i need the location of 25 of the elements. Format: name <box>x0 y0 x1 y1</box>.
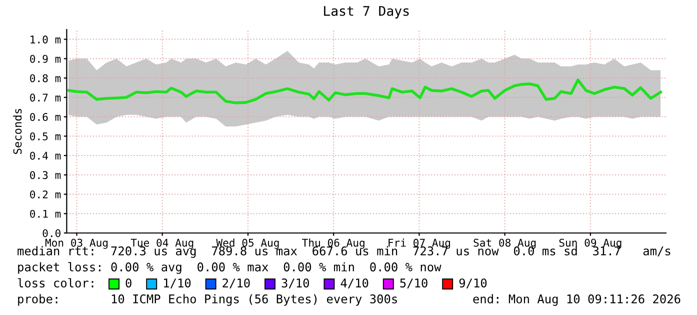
text: 4/10 <box>340 278 368 288</box>
chart-title: Last 7 Days <box>324 6 409 18</box>
y-tick-label: 0.8 m <box>30 74 61 82</box>
y-tick-label: 0.4 m <box>30 152 61 160</box>
y-tick-label: 0.9 m <box>30 54 61 63</box>
text: loss color: <box>18 278 94 288</box>
text: probe: 10 ICMP Echo Pings (56 Bytes) every 300s <box>18 294 397 306</box>
text: 2/10 <box>222 278 250 288</box>
y-tick-label: 0.6 m <box>30 112 61 121</box>
y-tick-label: 0.1 m <box>30 210 61 218</box>
text: 5/10 <box>400 278 428 288</box>
y-axis-title: Seconds <box>13 108 22 154</box>
y-tick-label: 0.2 m <box>30 190 61 198</box>
text: 1/10 <box>164 278 191 288</box>
y-tick-label: 0.3 m <box>30 171 61 180</box>
y-tick-label: 0.5 m <box>30 132 61 140</box>
text: 9/10 <box>459 278 487 288</box>
text: end: Mon Aug 10 09:11:26 2026 <box>473 294 680 306</box>
text: 3/10 <box>282 278 309 288</box>
y-tick-label: 0.0 <box>42 229 60 238</box>
line-series <box>67 78 662 104</box>
text: packet loss: 0.00 % avg 0.00 % max 0.00 % min 0.00 % now <box>18 262 442 274</box>
y-tick-label: 1.0 m <box>30 35 61 44</box>
text: 0 <box>126 278 132 288</box>
y-tick-label: 0.7 m <box>30 94 61 102</box>
